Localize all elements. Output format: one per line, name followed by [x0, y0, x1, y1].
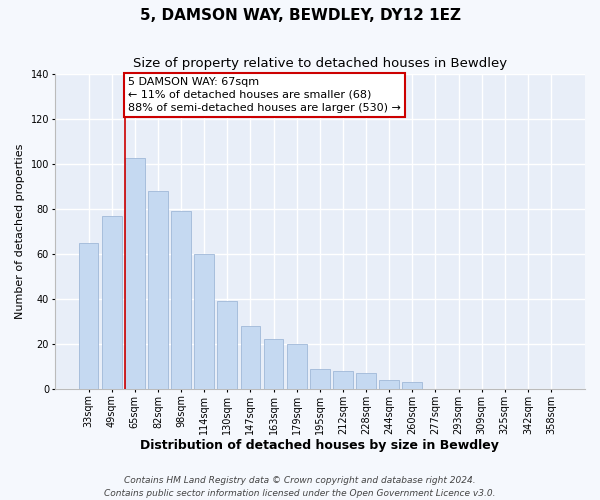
Bar	[403, 382, 422, 389]
Bar	[333, 371, 353, 389]
Text: Contains HM Land Registry data © Crown copyright and database right 2024.
Contai: Contains HM Land Registry data © Crown c…	[104, 476, 496, 498]
Bar	[194, 254, 214, 389]
Y-axis label: Number of detached properties: Number of detached properties	[15, 144, 25, 320]
Text: 5 DAMSON WAY: 67sqm
← 11% of detached houses are smaller (68)
88% of semi-detach: 5 DAMSON WAY: 67sqm ← 11% of detached ho…	[128, 76, 401, 113]
Bar	[79, 243, 98, 389]
Bar	[241, 326, 260, 389]
X-axis label: Distribution of detached houses by size in Bewdley: Distribution of detached houses by size …	[140, 440, 499, 452]
Bar	[310, 368, 329, 389]
Bar	[148, 191, 168, 389]
Bar	[102, 216, 122, 389]
Bar	[217, 302, 237, 389]
Bar	[264, 340, 283, 389]
Bar	[287, 344, 307, 389]
Text: 5, DAMSON WAY, BEWDLEY, DY12 1EZ: 5, DAMSON WAY, BEWDLEY, DY12 1EZ	[139, 8, 461, 22]
Bar	[171, 212, 191, 389]
Bar	[379, 380, 399, 389]
Bar	[125, 158, 145, 389]
Title: Size of property relative to detached houses in Bewdley: Size of property relative to detached ho…	[133, 58, 507, 70]
Bar	[356, 373, 376, 389]
